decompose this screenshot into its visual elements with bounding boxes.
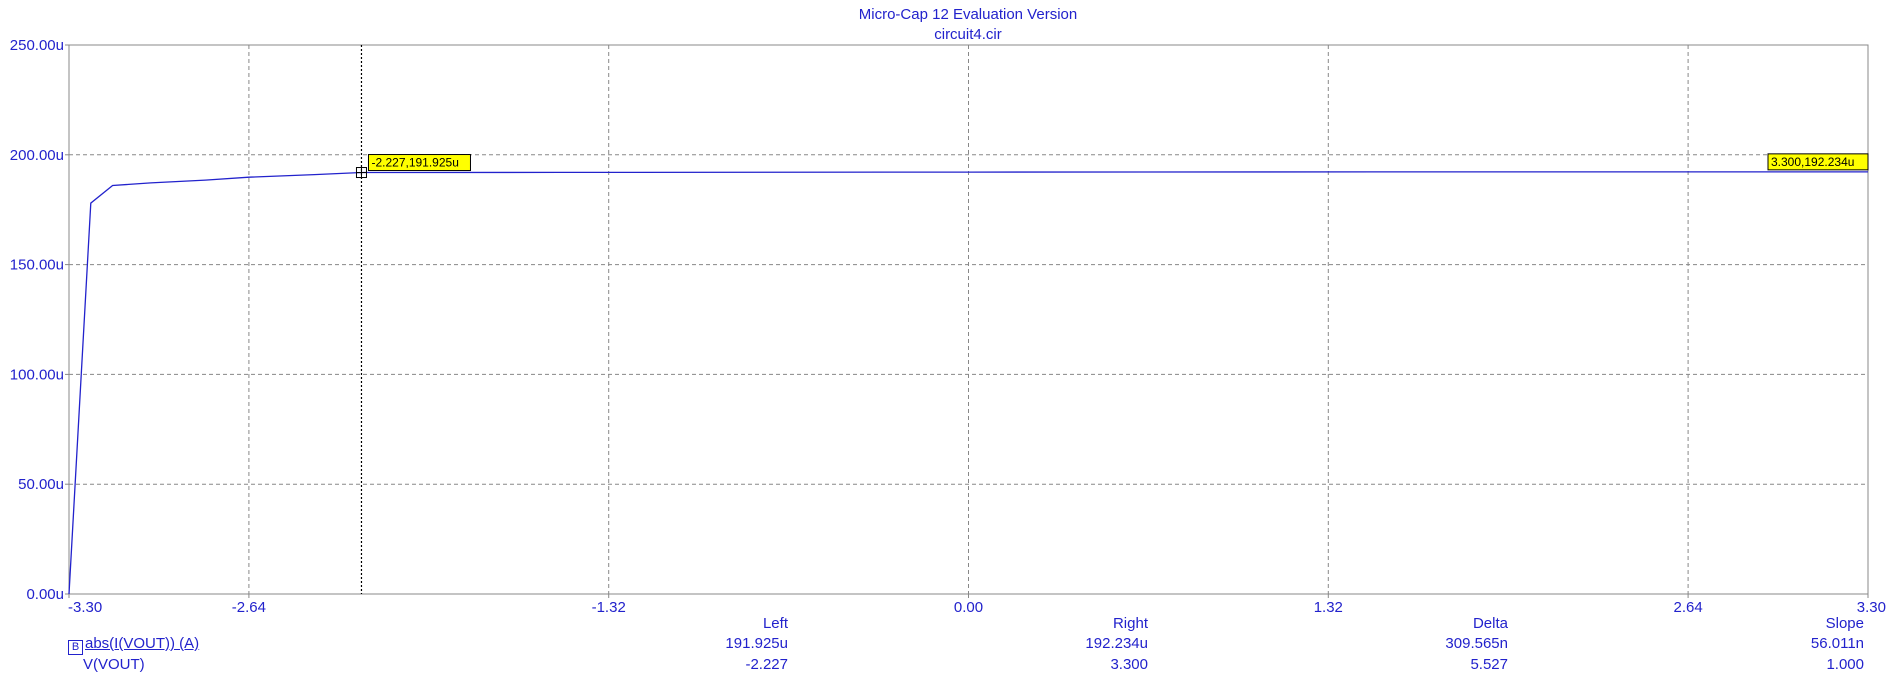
header-right: Right: [1112, 615, 1148, 632]
x-tick-label: 1.32: [1314, 599, 1343, 616]
series-line[interactable]: [68, 171, 1868, 595]
x-tick-label: 2.64: [1673, 599, 1702, 616]
y-axis: 0.00u 50.00u 100.00u 150.00u 200.00u 250.00u: [10, 37, 69, 603]
row2-delta: 5.527: [1470, 656, 1508, 673]
x-tick-label: -1.32: [592, 599, 626, 616]
y-tick-label: 150.00u: [10, 257, 64, 274]
grid: [69, 45, 1868, 594]
row1-left: 191.925u: [725, 635, 788, 652]
x-tick-label: 3.30: [1857, 599, 1886, 616]
traces[interactable]: [68, 171, 1868, 595]
y-tick-label: 250.00u: [10, 37, 64, 54]
x-tick-label: 0.00: [954, 599, 983, 616]
row2-slope: 1.000: [1826, 656, 1864, 673]
right-cursor-label: 3.300,192.234u: [1771, 155, 1854, 169]
row2-left: -2.227: [745, 656, 788, 673]
y-tick-label: 0.00u: [26, 586, 64, 603]
x-tick-label: -2.64: [232, 599, 266, 616]
row2-right: 3.300: [1110, 656, 1148, 673]
trace-box-icon: B: [68, 640, 83, 655]
chart-title: Micro-Cap 12 Evaluation Version: [859, 6, 1077, 23]
chart-subtitle: circuit4.cir: [934, 26, 1002, 43]
header-delta: Delta: [1472, 615, 1508, 632]
left-cursor-label: -2.227,191.925u: [371, 156, 458, 170]
row1-delta: 309.565n: [1445, 635, 1508, 652]
header-slope: Slope: [1825, 615, 1864, 632]
legend-row-voltage: V(VOUT): [83, 656, 145, 673]
row1-right: 192.234u: [1085, 635, 1148, 652]
cursors[interactable]: -2.227,191.925u 3.300,192.234u: [355, 45, 1869, 594]
row1-slope: 56.011n: [1810, 635, 1864, 652]
y-tick-label: 200.00u: [10, 147, 64, 164]
legend-label-voltage: V(VOUT): [83, 656, 145, 673]
x-axis: -3.30 -2.64 -1.32 0.00 1.32 2.64 3.30: [68, 594, 1886, 616]
left-cursor-label-bg: [367, 154, 471, 172]
legend-label-current[interactable]: abs(I(VOUT)) (A): [85, 635, 200, 652]
y-tick-label: 100.00u: [10, 366, 64, 383]
right-cursor-label-bg: [1767, 153, 1869, 171]
x-tick-label: -3.30: [68, 599, 102, 616]
header-left: Left: [762, 615, 788, 632]
y-tick-label: 50.00u: [18, 476, 64, 493]
